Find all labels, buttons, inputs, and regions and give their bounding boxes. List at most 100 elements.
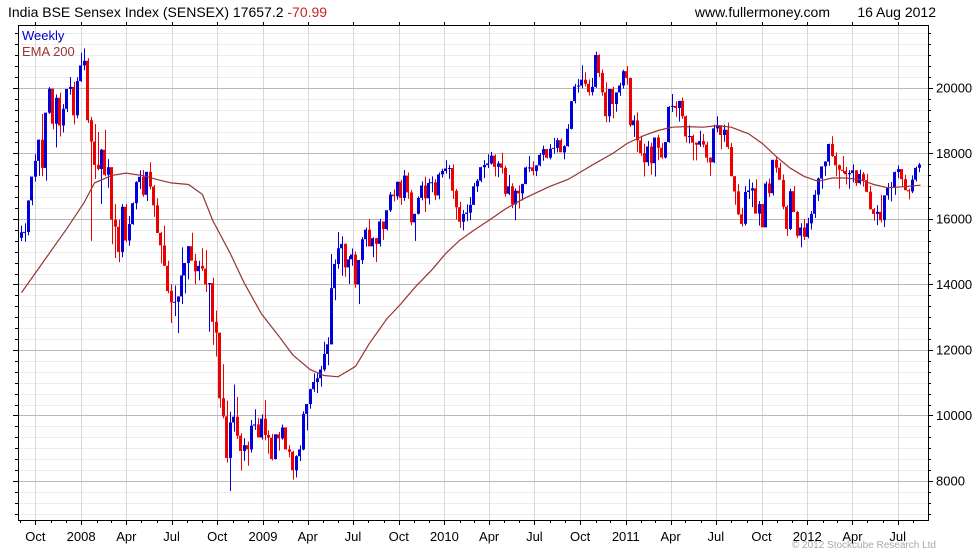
candle-body — [667, 106, 670, 142]
y-tick-label: 14000 — [936, 277, 972, 292]
candle-body — [803, 227, 806, 237]
candle-body — [511, 186, 514, 205]
candle-body — [778, 167, 781, 180]
candle-body — [709, 157, 712, 163]
candle-body — [639, 140, 642, 154]
candle-body — [733, 176, 736, 192]
x-tick-label: 2010 — [430, 529, 459, 544]
candle-body — [497, 163, 500, 167]
candle-body — [483, 165, 486, 168]
candle-body — [469, 204, 472, 213]
candle-body — [58, 97, 61, 126]
candle-body — [156, 205, 159, 233]
candle-body — [907, 190, 910, 192]
candle-body — [316, 378, 319, 382]
candle-body — [441, 170, 444, 175]
candle-body — [591, 86, 594, 93]
x-tick-label: Apr — [298, 529, 319, 544]
candle-body — [243, 445, 246, 451]
candle-body — [876, 211, 879, 214]
candle-body — [611, 89, 614, 104]
candle-body — [730, 147, 733, 177]
candle-body — [218, 332, 221, 399]
candle-body — [448, 168, 451, 169]
candle-body — [65, 89, 68, 109]
candle-body — [674, 105, 677, 108]
candle-body — [201, 265, 204, 269]
candle-body — [810, 213, 813, 224]
candle-body — [608, 89, 611, 117]
candle-body — [643, 153, 646, 163]
candle-body — [399, 181, 402, 198]
candle-body — [284, 427, 287, 450]
candle-body — [636, 120, 639, 141]
candle-body — [577, 85, 580, 87]
candle-body — [486, 163, 489, 166]
candle-body — [291, 451, 294, 471]
ema200-path — [21, 124, 921, 378]
candle-body — [357, 260, 360, 285]
candle-body — [671, 105, 674, 107]
candle-body — [844, 170, 847, 175]
candle-body — [295, 456, 298, 471]
candle-body — [361, 239, 364, 261]
candle-body — [681, 100, 684, 117]
candle-body — [597, 55, 600, 73]
candle-body — [646, 146, 649, 163]
candle-body — [754, 188, 757, 214]
candle-body — [479, 167, 482, 181]
candle-body — [900, 169, 903, 180]
candle-body — [688, 136, 691, 137]
candle-body — [417, 197, 420, 214]
candle-body — [135, 182, 138, 204]
candle-body — [204, 268, 207, 285]
candle-body — [323, 354, 326, 370]
y-tick-label: 10000 — [936, 408, 972, 423]
candle-body — [838, 165, 841, 170]
candle-body — [187, 246, 190, 263]
candle-body — [886, 187, 889, 196]
overlay-label-ema200: EMA 200 — [22, 44, 75, 59]
candle-body — [451, 168, 454, 191]
candle-body — [573, 86, 576, 102]
candle-body — [20, 232, 23, 238]
candle-body — [51, 88, 54, 124]
candle-body — [653, 137, 656, 164]
candle-body — [615, 92, 618, 104]
candle-body — [389, 194, 392, 211]
candle-body — [281, 427, 284, 439]
candle-body — [629, 78, 632, 126]
candle-body — [782, 179, 785, 207]
candle-body — [657, 137, 660, 148]
candle-body — [208, 283, 211, 285]
candle-body — [350, 254, 353, 260]
brand-text: www.fullermoney.com — [694, 4, 830, 20]
copyright: © 2012 Stockcube Research Ltd — [791, 540, 936, 551]
candle-body — [691, 136, 694, 143]
candle-body — [542, 149, 545, 155]
x-tick-label: 2012 — [793, 529, 822, 544]
candle-body — [378, 221, 381, 244]
candle-body — [430, 182, 433, 184]
x-axis-labels: Oct 2008 Apr Jul Oct 2009 Apr Jul Oct 2010 Apr Jul O… — [25, 529, 906, 544]
candle-body — [768, 183, 771, 194]
candle-body — [222, 398, 225, 417]
candle-body — [883, 195, 886, 221]
candle-body — [570, 101, 573, 129]
candle-body — [698, 141, 701, 145]
axis-ticks — [13, 22, 933, 525]
candle-body — [751, 188, 754, 191]
candle-body — [490, 155, 493, 164]
y-tick-label: 16000 — [936, 211, 972, 226]
instrument-name: India BSE Sensex Index (SENSEX) — [8, 4, 229, 20]
candle-body — [622, 71, 625, 86]
candle-body — [382, 221, 385, 230]
candle-body — [337, 248, 340, 264]
candle-body — [524, 167, 527, 185]
candle-body — [410, 192, 413, 223]
candle-body — [444, 168, 447, 171]
candle-body — [601, 72, 604, 93]
candle-body — [152, 186, 155, 206]
candle-body — [277, 434, 280, 439]
